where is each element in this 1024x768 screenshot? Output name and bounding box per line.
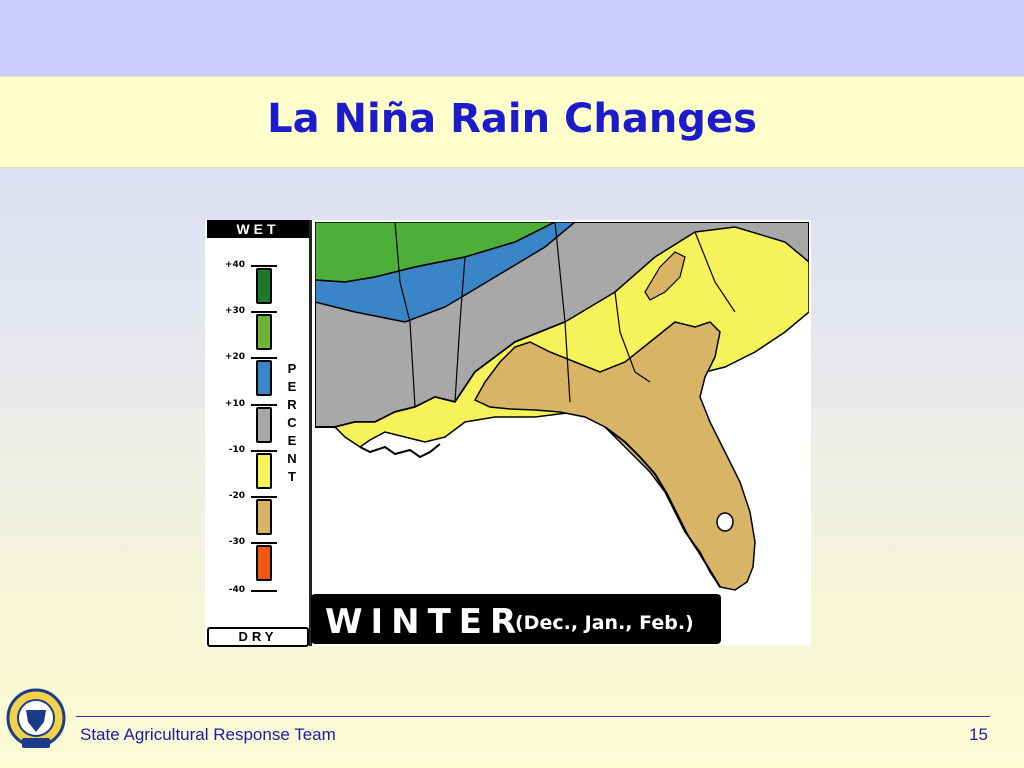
top-band: [0, 0, 1024, 76]
legend-tick-label: +40: [224, 260, 245, 270]
legend-tick-label: +30: [224, 306, 245, 316]
legend-tickmark: [251, 311, 277, 313]
title-band: [0, 76, 1024, 168]
season-name: WINTER: [325, 602, 525, 642]
page-number: 15: [969, 725, 988, 744]
footer-divider: [76, 716, 990, 717]
legend-tick-label: +10: [224, 399, 245, 409]
map-coast-louisiana: [359, 443, 441, 459]
legend-tick-label: -20: [228, 491, 245, 501]
map-coast-florida: [604, 426, 721, 588]
legend-tickmark: [251, 265, 277, 267]
season-banner: [311, 594, 721, 644]
legend-axis-word: PERCENT: [287, 361, 297, 484]
map-region-dry-low: [333, 226, 809, 448]
map-lake: [716, 512, 734, 532]
legend-tick-label: -30: [228, 537, 245, 547]
slide-title: La Niña Rain Changes: [267, 96, 757, 142]
footer-org: State Agricultural Response Team: [80, 725, 336, 744]
legend-tickmark: [251, 542, 277, 544]
legend-tickmark: [251, 404, 277, 406]
season-months: (Dec., Jan., Feb.): [515, 612, 694, 634]
rainfall-map-svg: [315, 222, 809, 591]
legend-swatch: [256, 314, 272, 350]
rainfall-figure: WET +40 +30 +20 +10 -10 -20 -30 -40 PERC…: [205, 220, 811, 647]
map-state-lines: [394, 222, 736, 408]
southeast-us-map: [315, 222, 809, 644]
legend-tickmark: [251, 357, 277, 359]
legend-swatch: [256, 453, 272, 489]
legend-divider: [309, 220, 312, 646]
legend-tick-label: -10: [228, 445, 245, 455]
legend-swatch: [256, 545, 272, 581]
legend-wet-label: WET: [207, 220, 309, 238]
sart-seal-logo: [6, 688, 66, 748]
legend-swatch: [256, 407, 272, 443]
legend-swatch: [256, 499, 272, 535]
map-region-wet-mid: [315, 222, 577, 323]
legend-tickmark: [251, 450, 277, 452]
legend-tick-label: -40: [228, 585, 245, 595]
map-region-dry-mid-patch: [644, 251, 686, 301]
legend-tickmark: [251, 496, 277, 498]
legend-dry-label: DRY: [207, 627, 309, 647]
legend-swatch: [256, 268, 272, 304]
legend-swatch: [256, 360, 272, 396]
legend-tick-label: +20: [224, 352, 245, 362]
legend-tickmark: [251, 590, 277, 592]
